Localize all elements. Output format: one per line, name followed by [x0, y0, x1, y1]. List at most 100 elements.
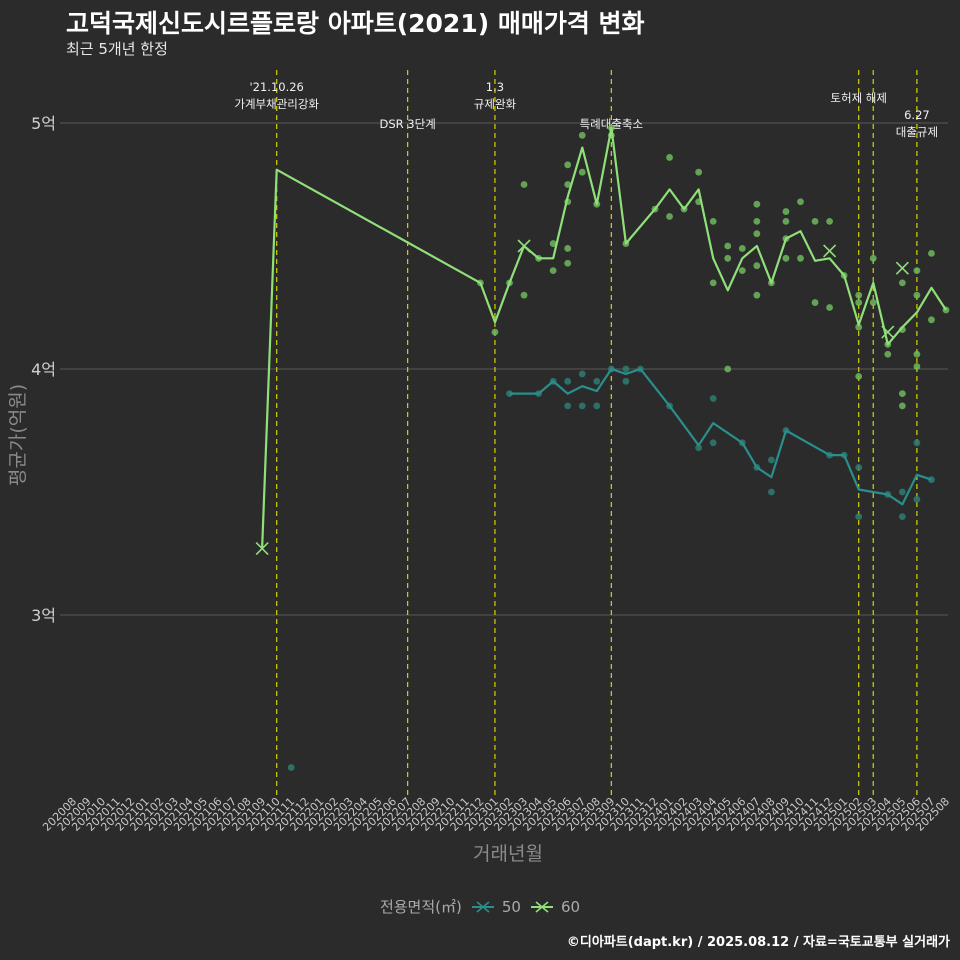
point-60 [709, 279, 717, 287]
legend-label-60: 60 [560, 897, 581, 916]
point-50 [898, 513, 906, 520]
point-60 [520, 291, 528, 299]
point-50 [913, 495, 921, 503]
series-line-60 [261, 126, 947, 549]
point-60 [753, 291, 761, 299]
point-60 [724, 242, 732, 250]
point-50 [695, 444, 703, 452]
series-markers [255, 239, 909, 556]
transaction-points [287, 124, 950, 771]
legend: 전용면적(㎡) 50 60 [0, 896, 960, 917]
event-label: 규제완화 [474, 97, 517, 111]
legend-label-50: 50 [501, 897, 521, 916]
point-60 [738, 245, 746, 252]
point-60 [797, 254, 804, 262]
point-60 [811, 218, 819, 225]
point-50 [913, 439, 921, 447]
marker-60 [517, 239, 531, 253]
marker-60 [823, 244, 837, 258]
point-60 [564, 259, 572, 267]
point-60 [578, 131, 586, 139]
legend-title: 전용면적(㎡) [379, 898, 462, 916]
y-tick-label: 4억 [31, 360, 56, 379]
point-60 [913, 363, 921, 370]
point-60 [826, 304, 833, 311]
event-label: DSR 3단계 [380, 117, 436, 131]
marker-60 [881, 325, 895, 339]
point-50 [768, 488, 775, 496]
point-60 [666, 213, 673, 220]
legend-item-60: 60 [529, 898, 580, 916]
event-label: 대출규제 [896, 125, 938, 139]
point-60 [709, 218, 717, 225]
y-tick-label: 3억 [31, 606, 56, 625]
point-50 [898, 488, 906, 496]
point-60 [753, 230, 761, 238]
point-60 [520, 181, 528, 188]
point-60 [724, 365, 732, 373]
point-50 [768, 456, 775, 464]
point-50 [855, 513, 863, 520]
point-60 [898, 402, 906, 410]
point-60 [753, 218, 761, 225]
grid-lines [60, 122, 948, 616]
point-60 [855, 299, 863, 306]
point-60 [826, 218, 833, 225]
point-60 [898, 279, 906, 287]
point-60 [782, 218, 790, 225]
point-60 [724, 254, 732, 262]
point-60 [782, 208, 790, 215]
point-60 [884, 350, 892, 358]
point-60 [928, 316, 935, 324]
point-60 [753, 200, 761, 208]
point-60 [753, 262, 761, 270]
point-50 [622, 377, 630, 385]
point-60 [695, 168, 703, 176]
point-60 [811, 299, 819, 306]
point-60 [578, 168, 586, 176]
point-60 [869, 254, 877, 262]
point-50 [709, 439, 717, 447]
legend-swatch-50 [471, 900, 494, 913]
point-60 [738, 267, 746, 274]
page-title: 고덕국제신도시르플로랑 아파트(2021) 매매가격 변화 [66, 9, 645, 38]
point-60 [491, 328, 499, 336]
y-tick-label: 5억 [31, 114, 56, 133]
point-60 [928, 249, 935, 257]
legend-item-50: 50 [470, 898, 521, 916]
point-60 [913, 267, 921, 274]
y-axis-title: 평균가(억원) [7, 384, 29, 486]
event-label: '21.10.26 [250, 80, 304, 94]
point-60 [869, 299, 877, 306]
series-lines [261, 126, 947, 549]
point-60 [666, 154, 673, 161]
point-60 [549, 267, 557, 274]
point-60 [564, 161, 572, 169]
source-caption: ©디아파트(dapt.kr) / 2025.08.12 / 자료=국토교통부 실… [566, 935, 950, 950]
point-60 [797, 198, 804, 206]
point-50 [855, 464, 863, 471]
point-60 [913, 291, 921, 299]
point-60 [855, 372, 863, 380]
point-50 [578, 402, 586, 410]
event-label: 6.27 [904, 108, 930, 122]
point-60 [898, 390, 906, 397]
legend-swatch-60 [530, 900, 553, 913]
marker-60 [895, 261, 909, 275]
point-60 [564, 181, 572, 188]
point-50 [287, 764, 295, 771]
point-60 [549, 240, 557, 247]
x-axis-title: 거래년월 [473, 843, 543, 865]
marker-60 [255, 542, 269, 556]
point-50 [564, 402, 572, 410]
point-60 [564, 245, 572, 252]
point-60 [855, 291, 863, 299]
page-subtitle: 최근 5개년 한정 [66, 40, 168, 58]
series-line-50 [509, 367, 932, 506]
event-label: 토허제 해제 [830, 91, 887, 105]
point-50 [564, 377, 572, 385]
event-label: 특례대출축소 [580, 117, 643, 131]
point-60 [913, 350, 921, 358]
